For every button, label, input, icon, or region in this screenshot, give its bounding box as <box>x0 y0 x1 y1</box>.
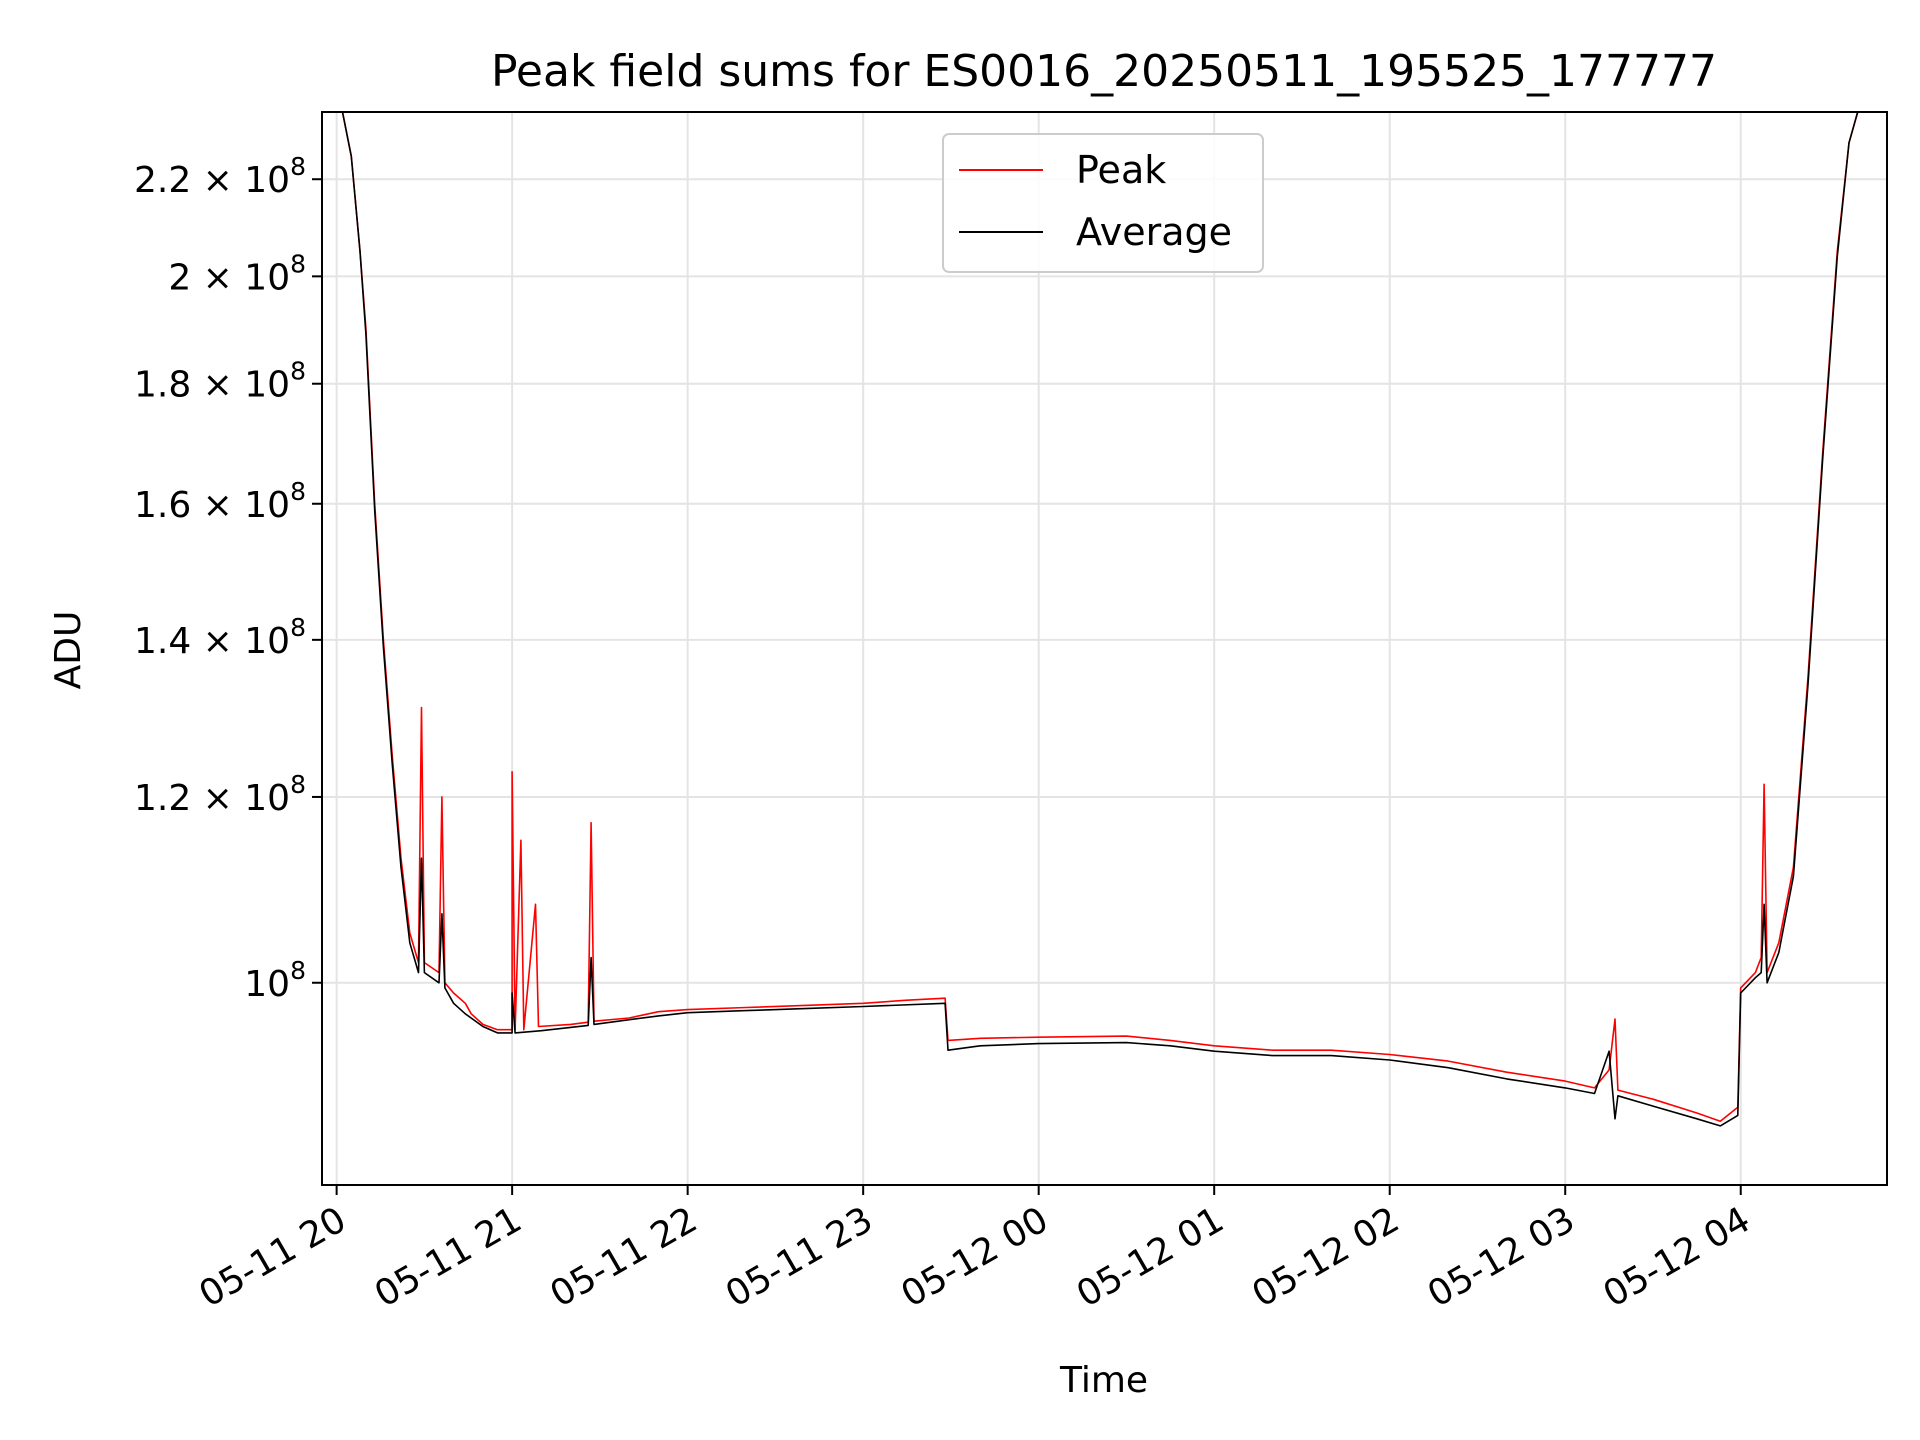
x-axis-label: Time <box>1059 1360 1148 1401</box>
legend-label: Average <box>1076 210 1232 254</box>
chart-title: Peak field sums for ES0016_20250511_1955… <box>491 46 1717 97</box>
grid-lines <box>322 112 1887 1185</box>
y-tick-label: 108 <box>244 956 306 1005</box>
y-tick-base: 10 <box>244 964 290 1005</box>
y-tick-base: 1.2 × 10 <box>134 778 290 819</box>
y-tick-exponent: 8 <box>290 613 306 642</box>
y-tick-base: 1.6 × 10 <box>134 485 290 526</box>
y-tick-exponent: 8 <box>290 152 306 181</box>
y-tick-base: 1.4 × 10 <box>134 621 290 662</box>
legend-label: Peak <box>1076 148 1166 192</box>
y-tick-exponent: 8 <box>290 249 306 278</box>
y-tick-exponent: 8 <box>290 956 306 985</box>
y-tick-base: 1.8 × 10 <box>134 365 290 406</box>
y-tick-label: 1.8 × 108 <box>134 357 306 406</box>
y-tick-label: 2 × 108 <box>168 249 306 298</box>
y-tick-base: 2.2 × 10 <box>134 160 290 201</box>
legend: Peak Average <box>942 133 1264 273</box>
y-tick-exponent: 8 <box>290 770 306 799</box>
legend-box <box>942 133 1264 273</box>
y-tick-label: 2.2 × 108 <box>134 152 306 201</box>
y-axis-label: ADU <box>48 611 89 690</box>
y-tick-base: 2 × 10 <box>168 257 290 298</box>
series-line-peak <box>341 111 1887 1122</box>
y-tick-label: 1.2 × 108 <box>134 770 306 819</box>
y-tick-exponent: 8 <box>290 357 306 386</box>
y-tick-label: 1.6 × 108 <box>134 477 306 526</box>
plot-frame <box>321 111 1888 1186</box>
y-tick-exponent: 8 <box>290 477 306 506</box>
series-layer <box>341 111 1887 1127</box>
y-tick-label: 1.4 × 108 <box>134 613 306 662</box>
series-line-average <box>341 111 1887 1127</box>
